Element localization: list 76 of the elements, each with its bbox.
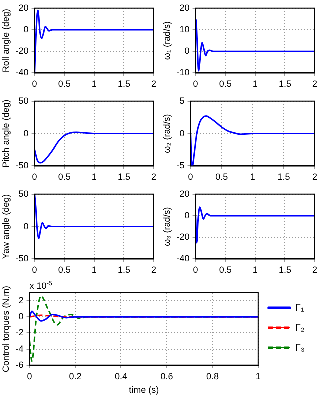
x-tick-label: 0.5	[58, 79, 71, 90]
x-tick-label: 0.4	[114, 371, 128, 382]
x-tick-label: 0	[32, 172, 38, 182]
y-tick-label: 0	[24, 221, 29, 232]
y-tick-label: -5	[176, 160, 185, 171]
y-tick-label: 0	[24, 128, 29, 138]
y-tick-label: 0	[184, 210, 190, 220]
y-tick-label: 5	[180, 96, 185, 106]
line-series	[34, 132, 154, 164]
y-axis-title: ω₃ (rad/s)	[162, 207, 172, 246]
line-series	[34, 194, 154, 240]
x-tick-label: 0.2	[69, 371, 82, 382]
y-tick-label: 10	[180, 24, 190, 34]
x-tick-label: 1	[252, 79, 258, 90]
y-tick-label: -2	[16, 328, 24, 338]
y-axis-title: Roll angle (deg)	[0, 9, 11, 73]
y-tick-label: -4	[16, 344, 24, 354]
y-axis-title: ω₂ (rad/s)	[162, 114, 172, 154]
y-tick-label: 20	[180, 188, 190, 199]
legend-label: Γ₃	[295, 342, 306, 354]
legend-label: Γ₂	[295, 322, 305, 334]
y-tick-label: -40	[16, 68, 29, 78]
y-tick-label: -50	[16, 254, 29, 264]
y-tick-label: 50	[18, 188, 29, 199]
y-tick-label: 20	[18, 2, 29, 13]
y-axis-title: Yaw angle (deg)	[0, 194, 11, 260]
x-tick-label: 1.5	[278, 265, 292, 276]
x-tick-label: 1	[92, 265, 97, 276]
y-tick-label: -40	[176, 254, 190, 264]
x-tick-label: 2	[151, 79, 157, 90]
legend-label: Γ₁	[295, 302, 305, 314]
x-tick-label: 0.5	[58, 265, 71, 276]
x-tick-label: 1	[252, 265, 258, 276]
y-tick-label: 0	[184, 46, 190, 56]
x-axis-title: time (s)	[129, 385, 160, 396]
y-axis-title: Pitch angle (deg)	[0, 100, 11, 168]
y-tick-label: -20	[16, 46, 29, 56]
y-axis-title: ω₁ (rad/s)	[162, 22, 172, 60]
x-tick-label: 1.5	[278, 79, 292, 90]
y-tick-label: -10	[176, 68, 190, 78]
x-tick-label: 2	[151, 172, 157, 182]
x-tick-label: 0.8	[206, 371, 219, 382]
x-tick-label: 2	[312, 172, 318, 182]
line-series	[34, 10, 154, 74]
y-tick-label: 0	[24, 24, 29, 34]
x-tick-label: 0.5	[219, 265, 232, 276]
line-series	[30, 310, 258, 322]
y-tick-label: 0	[180, 128, 185, 138]
x-tick-label: 2	[312, 79, 318, 90]
y-tick-label: -6	[16, 360, 24, 370]
x-tick-label: 0.5	[219, 79, 232, 90]
x-tick-label: 2	[312, 265, 318, 276]
x-tick-label: 1	[250, 172, 256, 182]
y-tick-label: 0	[18, 312, 24, 322]
x-tick-label: 1.5	[118, 265, 130, 276]
line-series	[196, 206, 315, 244]
x-tick-label: 1.5	[118, 172, 130, 182]
x-tick-label: 0	[193, 79, 198, 90]
x-tick-label: 0.5	[216, 172, 228, 182]
x-tick-label: 2	[151, 265, 157, 276]
y-axis-title: Control torques (N.m)	[0, 286, 11, 372]
y-tick-label: -50	[16, 160, 29, 171]
x-tick-label: 1.5	[278, 172, 290, 182]
y-tick-label: 2	[18, 296, 24, 306]
x-tick-label: 0.5	[58, 172, 71, 182]
x-tick-label: 1	[92, 172, 97, 182]
y-tick-label: 20	[180, 2, 190, 13]
x-tick-label: 1	[92, 79, 97, 90]
y-tick-label: 50	[18, 96, 29, 106]
x-tick-label: 0	[32, 265, 38, 276]
x-tick-label: 1.5	[118, 79, 130, 90]
y-tick-label: -20	[176, 232, 190, 242]
x-tick-label: 0	[193, 265, 198, 276]
x-tick-label: 0	[32, 79, 38, 90]
x-tick-label: 1	[256, 371, 261, 382]
x-tick-label: 0.6	[160, 371, 174, 382]
